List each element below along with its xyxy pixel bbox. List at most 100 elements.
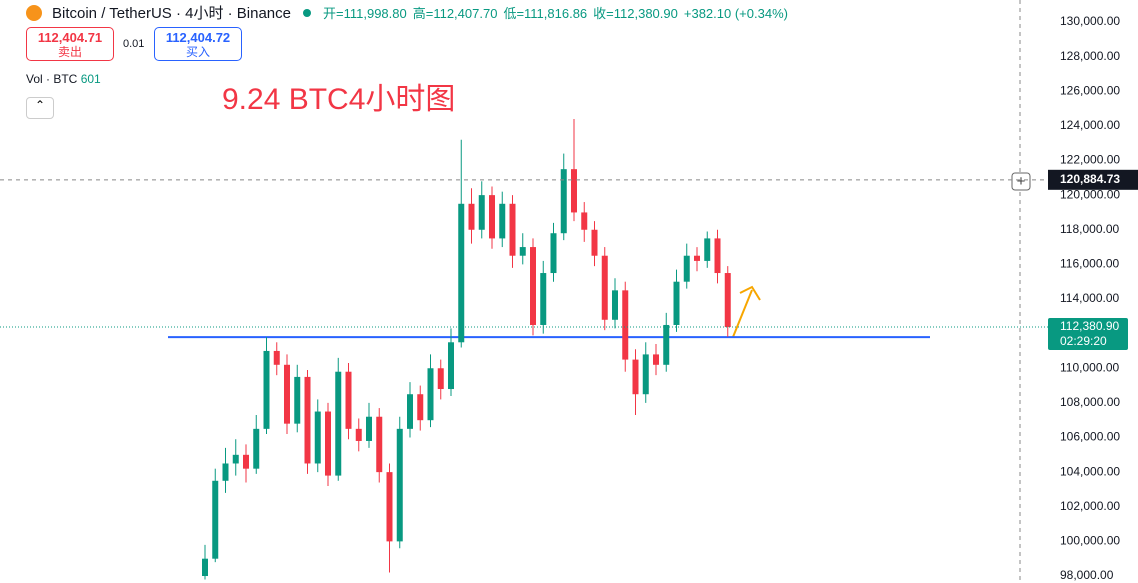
candle-body [519, 247, 526, 256]
candle-body [560, 169, 567, 234]
candle-body [345, 371, 352, 429]
y-tick-label: 126,000.00 [1060, 83, 1120, 97]
candle-body [232, 454, 239, 464]
candle-body [489, 195, 495, 239]
collapse-button[interactable]: ⌃ [26, 97, 54, 119]
sell-price: 112,404.71 [37, 30, 103, 45]
candle-body [243, 454, 249, 469]
plus-button[interactable] [1011, 172, 1031, 191]
candle-body [386, 472, 393, 542]
header: Bitcoin / TetherUS · 4小时 · Binance 开=111… [26, 2, 794, 23]
annotation: 9.24 BTC4小时图 [222, 83, 456, 116]
candle-body [396, 428, 403, 542]
candle-body [704, 238, 711, 261]
candle-body [724, 273, 731, 328]
crosshair-label: 120,884.73 [1060, 172, 1120, 186]
candle-body [325, 411, 331, 476]
sell-button[interactable]: 112,404.71 卖出 [26, 27, 114, 61]
open: 开=111,998.80 [323, 6, 407, 21]
candle-body [673, 281, 680, 325]
last-price-label: 112,380.90 [1060, 319, 1119, 333]
candle-body [437, 368, 444, 390]
candle-body [355, 428, 362, 441]
spread: 0.01 [123, 38, 145, 50]
symbol[interactable]: Bitcoin / TetherUS · 4小时 · Binance [52, 5, 291, 22]
y-tick-label: 114,000.00 [1060, 291, 1119, 305]
low: 低=111,816.86 [503, 6, 588, 21]
candle-body [571, 169, 577, 213]
buy-label: 买入 [185, 45, 210, 59]
y-tick-label: 128,000.00 [1060, 49, 1120, 63]
y-tick-label: 98,000.00 [1060, 568, 1114, 582]
candle-body [448, 342, 454, 390]
candle-body [263, 350, 270, 429]
volume: Vol · BTC 601 [26, 72, 101, 86]
candle-body [376, 416, 383, 473]
ohlc: 开=111,998.80 高=112,407.70 低=111,816.86 收=11… [323, 3, 794, 22]
plus-icon: + [1017, 173, 1026, 190]
candle-body [222, 463, 229, 481]
candle-body [294, 376, 301, 424]
candle-body [427, 368, 434, 421]
candle-body [314, 411, 321, 464]
candle-body [612, 290, 618, 320]
candle-body [253, 428, 260, 469]
candle-body [284, 364, 290, 424]
candle-body [407, 394, 413, 429]
y-tick-label: 106,000.00 [1060, 430, 1120, 444]
countdown: 02:29:20 [1060, 334, 1107, 348]
close: 收=112,380.90 [593, 6, 678, 21]
candle-body [509, 203, 516, 256]
candle-body [202, 558, 208, 577]
candle-body [335, 371, 342, 476]
candle-body [653, 354, 659, 365]
crosshair-label-bg [1048, 169, 1138, 190]
candle-body [212, 480, 219, 559]
y-tick-label: 118,000.00 [1060, 222, 1119, 236]
candle-body [417, 394, 424, 421]
y-tick-label: 124,000.00 [1060, 118, 1120, 132]
candle-body [304, 376, 311, 464]
candle-body [468, 203, 475, 230]
candle-body [622, 290, 629, 360]
arrow-shaft [732, 289, 753, 338]
y-tick-label: 104,000.00 [1060, 464, 1120, 478]
btc-icon [26, 4, 42, 21]
y-tick-label: 130,000.00 [1060, 14, 1120, 28]
arrow-head [739, 285, 761, 301]
y-tick-label: 116,000.00 [1060, 257, 1119, 271]
buy-price: 112,404.72 [165, 30, 231, 45]
change: +382.10 (+0.34%) [683, 6, 788, 21]
candle-body [601, 255, 608, 320]
y-tick-label: 112,000.00 [1060, 326, 1119, 340]
y-tick-label: 108,000.00 [1060, 395, 1120, 409]
y-tick-label: 120,000.00 [1060, 187, 1120, 201]
candle-body [499, 203, 506, 239]
candle-body [530, 247, 536, 325]
candle-body [366, 416, 372, 441]
y-tick-label: 100,000.00 [1060, 534, 1120, 548]
candle-body [632, 359, 639, 395]
candle-body [694, 255, 700, 261]
candle-body [550, 233, 557, 274]
status-dot [303, 8, 311, 17]
last-price-bg [1048, 318, 1128, 351]
candle-body [683, 255, 690, 282]
y-tick-label: 122,000.00 [1060, 153, 1120, 167]
candle-body [273, 350, 280, 365]
candle-body [591, 229, 598, 256]
candle-body [478, 195, 485, 230]
candle-body [642, 354, 649, 395]
candle-body [581, 212, 588, 230]
volume-label: Vol · BTC [26, 72, 78, 86]
volume-value: 601 [80, 72, 101, 86]
high: 高=112,407.70 [412, 6, 498, 21]
buy-button[interactable]: 112,404.72 买入 [154, 27, 242, 61]
candle-body [540, 273, 547, 325]
sell-label: 卖出 [57, 45, 82, 59]
y-tick-label: 110,000.00 [1060, 360, 1119, 374]
candle-body [458, 203, 465, 343]
y-tick-label: 102,000.00 [1060, 499, 1120, 513]
